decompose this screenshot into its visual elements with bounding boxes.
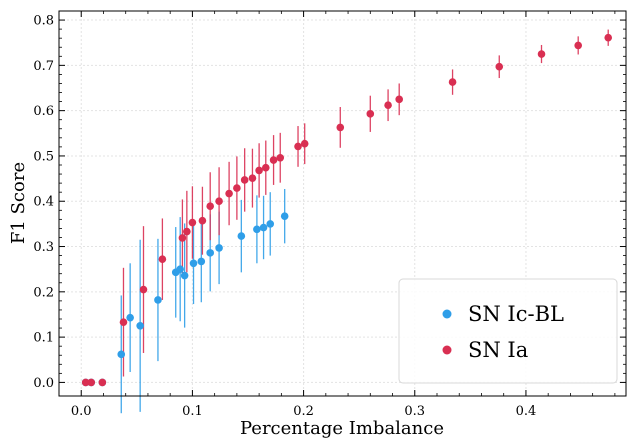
data-point-sn-ia <box>294 142 302 151</box>
data-points <box>81 33 613 387</box>
data-point-sn-ia <box>395 95 404 104</box>
x-axis-title: Percentage Imbalance <box>240 418 444 438</box>
data-point-sn-ia <box>158 255 167 264</box>
data-point-sn-ic-bl <box>253 225 261 234</box>
data-point-sn-ia <box>276 153 285 162</box>
x-tick-labels: 0.0 0.1 0.2 0.3 0.4 <box>71 404 536 419</box>
data-point-sn-ia <box>269 156 278 164</box>
data-point-sn-ia <box>119 318 128 326</box>
data-point-sn-ic-bl <box>126 313 134 322</box>
y-axis-title: F1 Score <box>8 162 29 244</box>
data-point-sn-ic-bl <box>215 244 223 252</box>
data-point-sn-ia <box>261 163 270 172</box>
data-point-sn-ia <box>215 197 223 206</box>
data-point-sn-ia <box>87 378 96 387</box>
data-point-sn-ia <box>183 227 191 236</box>
y-tick-label: 0.5 <box>33 149 54 164</box>
data-point-sn-ic-bl <box>117 350 126 359</box>
x-tick-label: 0.2 <box>293 404 314 419</box>
legend-marker-sn-ia <box>442 345 452 355</box>
data-point-sn-ic-bl <box>176 265 184 273</box>
data-point-sn-ic-bl <box>154 296 162 304</box>
y-tick-label: 0.4 <box>33 195 54 210</box>
x-tick-label: 0.0 <box>71 404 92 419</box>
y-tick-labels: 0.0 0.1 0.2 0.3 0.4 0.5 0.6 0.7 0.8 <box>33 14 54 391</box>
y-tick-label: 0.6 <box>33 104 54 119</box>
data-point-sn-ic-bl <box>180 271 189 280</box>
data-point-sn-ic-bl <box>189 259 198 268</box>
data-point-sn-ia <box>206 202 214 211</box>
data-point-sn-ic-bl <box>206 249 214 257</box>
data-point-sn-ia <box>366 110 375 118</box>
data-point-sn-ia <box>448 78 457 86</box>
data-point-sn-ia <box>604 33 613 42</box>
data-point-sn-ia <box>248 174 257 182</box>
y-tick-label: 0.1 <box>33 331 54 346</box>
y-tick-label: 0.3 <box>33 240 54 255</box>
data-point-sn-ia <box>81 378 90 387</box>
legend: SN Ic-BL SN Ia <box>398 278 618 384</box>
data-point-sn-ia <box>240 176 249 184</box>
y-tick-label: 0.0 <box>33 376 54 391</box>
x-tick-label: 0.4 <box>516 404 537 419</box>
data-point-sn-ia <box>198 216 207 225</box>
x-tick-label: 0.3 <box>404 404 425 419</box>
data-point-sn-ia <box>574 41 582 50</box>
y-tick-label: 0.7 <box>33 59 54 74</box>
legend-label-sn-ic-bl: SN Ic-BL <box>468 302 564 326</box>
data-point-sn-ic-bl <box>237 232 246 240</box>
legend-label-sn-ia: SN Ia <box>468 338 528 362</box>
y-tick-label: 0.8 <box>33 14 54 29</box>
data-point-sn-ia <box>139 285 148 294</box>
y-tick-label: 0.2 <box>33 285 54 300</box>
data-point-sn-ic-bl <box>266 220 275 228</box>
axis-ticks <box>59 11 626 396</box>
data-point-sn-ic-bl <box>197 257 206 266</box>
data-point-sn-ia <box>178 234 187 242</box>
data-point-sn-ic-bl <box>280 212 289 220</box>
data-point-sn-ia <box>384 101 392 110</box>
legend-box <box>398 278 618 384</box>
data-point-sn-ia <box>233 184 241 192</box>
legend-marker-sn-ic-bl <box>442 309 452 319</box>
data-point-sn-ic-bl <box>136 321 144 330</box>
data-point-sn-ia <box>336 123 345 132</box>
data-point-sn-ia <box>98 378 107 387</box>
data-point-sn-ia <box>225 189 233 198</box>
data-point-sn-ia <box>495 62 504 71</box>
data-point-sn-ia <box>537 50 546 58</box>
data-point-sn-ia <box>188 218 197 227</box>
x-tick-label: 0.1 <box>182 404 203 419</box>
data-point-sn-ia <box>300 139 309 148</box>
plot-frame <box>58 10 627 397</box>
data-point-sn-ia <box>255 166 263 175</box>
data-point-sn-ic-bl <box>259 223 268 232</box>
